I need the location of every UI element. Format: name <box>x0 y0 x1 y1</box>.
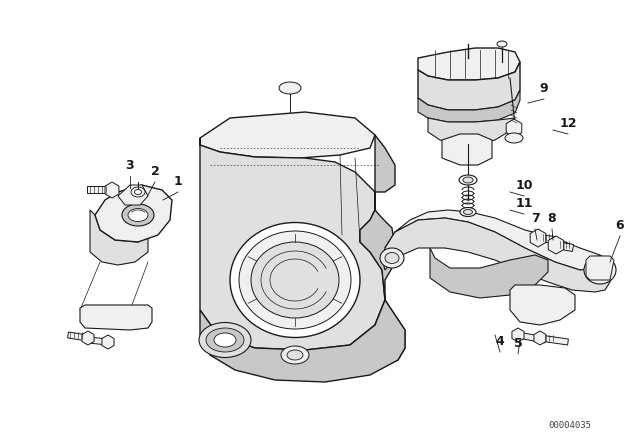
Text: 1: 1 <box>173 175 182 188</box>
Text: 10: 10 <box>515 179 532 192</box>
Text: 4: 4 <box>495 335 504 348</box>
Polygon shape <box>102 335 114 349</box>
Ellipse shape <box>281 346 309 364</box>
Polygon shape <box>556 241 573 251</box>
Polygon shape <box>88 337 108 345</box>
Polygon shape <box>82 331 94 345</box>
Polygon shape <box>506 119 522 137</box>
Polygon shape <box>80 305 152 330</box>
Text: 6: 6 <box>616 219 624 232</box>
Ellipse shape <box>463 177 473 183</box>
Polygon shape <box>530 229 546 247</box>
Ellipse shape <box>239 231 351 329</box>
Polygon shape <box>418 90 520 122</box>
Polygon shape <box>200 112 375 158</box>
Text: 9: 9 <box>540 82 548 95</box>
Polygon shape <box>548 236 564 254</box>
Text: 3: 3 <box>125 159 134 172</box>
Text: 12: 12 <box>559 117 577 130</box>
Polygon shape <box>510 285 575 325</box>
Text: 2: 2 <box>150 165 159 178</box>
Polygon shape <box>418 62 520 110</box>
Ellipse shape <box>199 323 251 358</box>
Ellipse shape <box>230 223 360 337</box>
Polygon shape <box>200 138 385 350</box>
Ellipse shape <box>131 187 145 197</box>
Ellipse shape <box>134 190 141 194</box>
Ellipse shape <box>497 41 507 47</box>
Polygon shape <box>518 332 545 343</box>
Ellipse shape <box>287 350 303 360</box>
Text: 00004035: 00004035 <box>548 421 591 430</box>
Text: 11: 11 <box>515 197 532 210</box>
Polygon shape <box>118 185 148 205</box>
Ellipse shape <box>459 175 477 185</box>
Polygon shape <box>418 48 520 80</box>
Ellipse shape <box>584 256 616 284</box>
Polygon shape <box>105 182 119 198</box>
Ellipse shape <box>251 242 339 318</box>
Polygon shape <box>87 186 112 194</box>
Polygon shape <box>428 118 515 144</box>
Polygon shape <box>534 331 546 345</box>
Polygon shape <box>350 135 405 368</box>
Text: 8: 8 <box>548 212 556 225</box>
Polygon shape <box>442 134 492 165</box>
Ellipse shape <box>214 333 236 347</box>
Ellipse shape <box>385 253 399 263</box>
Ellipse shape <box>463 210 472 215</box>
Polygon shape <box>430 248 548 298</box>
Polygon shape <box>200 300 405 382</box>
Polygon shape <box>90 210 148 265</box>
Polygon shape <box>540 335 568 345</box>
Ellipse shape <box>206 328 244 352</box>
Ellipse shape <box>460 207 476 216</box>
Polygon shape <box>382 218 610 292</box>
Text: 5: 5 <box>514 337 522 350</box>
Polygon shape <box>95 185 172 242</box>
Polygon shape <box>512 328 524 342</box>
Text: 7: 7 <box>531 212 540 225</box>
Polygon shape <box>538 234 556 243</box>
Polygon shape <box>385 210 605 270</box>
Polygon shape <box>68 332 88 341</box>
Ellipse shape <box>380 248 404 268</box>
Polygon shape <box>586 256 614 280</box>
Ellipse shape <box>589 261 611 279</box>
Ellipse shape <box>279 82 301 94</box>
Ellipse shape <box>128 208 148 221</box>
Ellipse shape <box>505 133 523 143</box>
Ellipse shape <box>122 204 154 226</box>
